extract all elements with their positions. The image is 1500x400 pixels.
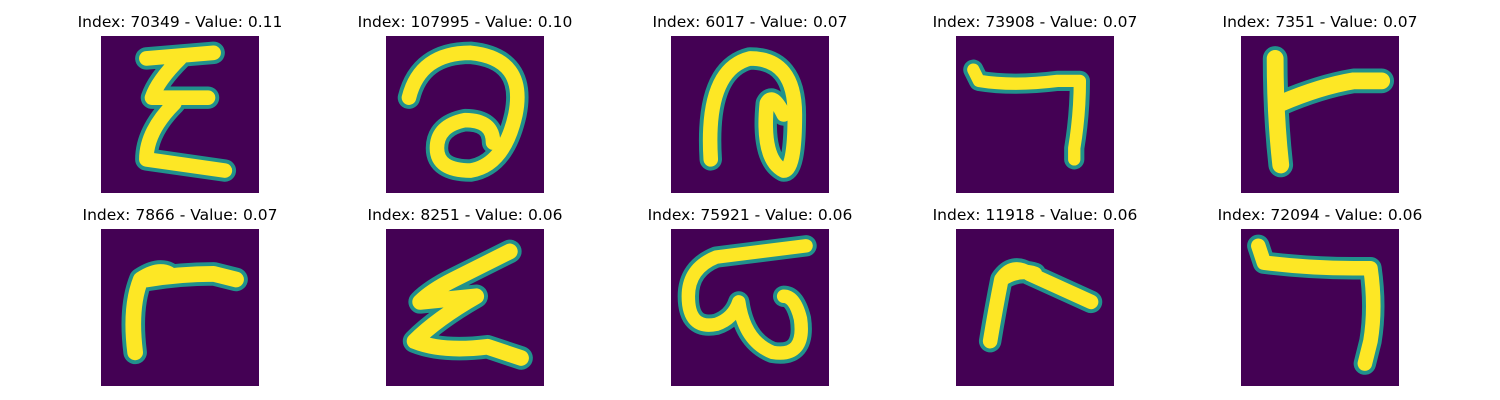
panel-10: Index: 72094 - Value: 0.06 bbox=[1178, 205, 1462, 395]
panel-title: Index: 8251 - Value: 0.06 bbox=[367, 206, 563, 224]
glyph-like-loop-icon bbox=[397, 41, 529, 182]
handwritten-glyph-image bbox=[101, 229, 259, 386]
glyph-like-n-loop-icon bbox=[698, 47, 807, 182]
panel-8: Index: 75921 - Value: 0.06 bbox=[608, 205, 892, 395]
handwritten-glyph-image bbox=[671, 229, 829, 386]
panel-3: Index: 6017 - Value: 0.07 bbox=[608, 12, 892, 202]
handwritten-glyph-image bbox=[1241, 36, 1399, 193]
handwritten-glyph-image bbox=[101, 36, 259, 193]
panel-1: Index: 70349 - Value: 0.11 bbox=[38, 12, 322, 202]
handwritten-glyph-image bbox=[1241, 229, 1399, 386]
handwritten-glyph-image bbox=[386, 36, 544, 193]
panel-title: Index: 72094 - Value: 0.06 bbox=[1217, 206, 1423, 224]
handwritten-glyph-image bbox=[671, 36, 829, 193]
panel-title: Index: 70349 - Value: 0.11 bbox=[77, 13, 283, 31]
handwritten-glyph-image bbox=[956, 36, 1114, 193]
glyph-like-gamma-small-icon bbox=[978, 258, 1103, 353]
panel-2: Index: 107995 - Value: 0.10 bbox=[323, 12, 607, 202]
panel-title: Index: 75921 - Value: 0.06 bbox=[647, 206, 853, 224]
panel-title: Index: 7351 - Value: 0.07 bbox=[1222, 13, 1418, 31]
glyph-like-z-icon bbox=[402, 239, 533, 370]
panel-6: Index: 7866 - Value: 0.07 bbox=[38, 205, 322, 395]
panel-4: Index: 73908 - Value: 0.07 bbox=[893, 12, 1177, 202]
panel-9: Index: 11918 - Value: 0.06 bbox=[893, 205, 1177, 395]
glyph-like-omega-icon bbox=[677, 235, 817, 364]
panel-title: Index: 6017 - Value: 0.07 bbox=[652, 13, 848, 31]
panel-title: Index: 11918 - Value: 0.06 bbox=[932, 206, 1138, 224]
handwritten-glyph-image bbox=[386, 229, 544, 386]
handwritten-glyph-image bbox=[956, 229, 1114, 386]
glyph-like-xi-icon bbox=[135, 41, 237, 182]
panel-5: Index: 7351 - Value: 0.07 bbox=[1178, 12, 1462, 202]
glyph-like-seven-tall-icon bbox=[1247, 234, 1385, 375]
panel-title: Index: 73908 - Value: 0.07 bbox=[932, 13, 1138, 31]
panel-7: Index: 8251 - Value: 0.06 bbox=[323, 205, 607, 395]
panel-title: Index: 7866 - Value: 0.07 bbox=[82, 206, 278, 224]
glyph-like-seven-icon bbox=[963, 59, 1090, 170]
glyph-like-gamma-icon bbox=[121, 260, 248, 365]
panel-title: Index: 107995 - Value: 0.10 bbox=[357, 13, 573, 31]
glyph-like-t-right-icon bbox=[1262, 46, 1395, 178]
